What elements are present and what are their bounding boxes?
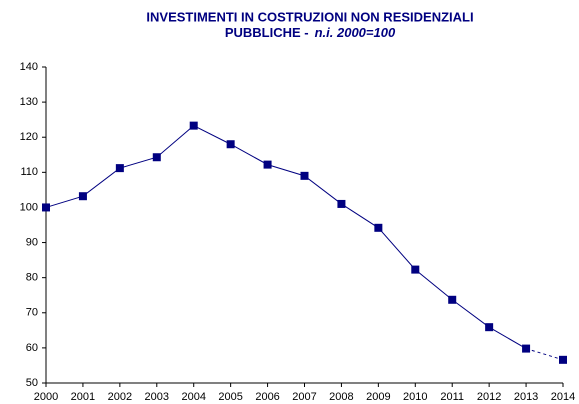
marker bbox=[189, 121, 198, 130]
marker bbox=[42, 203, 50, 212]
line bbox=[45, 125, 527, 350]
marker bbox=[115, 164, 124, 173]
x-tick-label: 2012 bbox=[477, 391, 501, 403]
x-tick-label: 2006 bbox=[255, 391, 279, 403]
marker bbox=[337, 199, 346, 208]
x-tick-label: 2000 bbox=[34, 391, 58, 403]
line-dashed bbox=[525, 348, 564, 361]
marker bbox=[300, 171, 309, 180]
x-tick-label: 2004 bbox=[181, 391, 205, 403]
x-tick-label: 2010 bbox=[403, 391, 427, 403]
y-tick-label: 130 bbox=[20, 96, 38, 108]
y-tick-label: 120 bbox=[20, 131, 38, 143]
marker bbox=[411, 265, 420, 274]
chart-subtitle: n.i. 2000=100 bbox=[315, 25, 396, 40]
x-tick-label: 2011 bbox=[440, 391, 464, 403]
y-tick-label: 90 bbox=[26, 236, 38, 248]
y-tick-label: 100 bbox=[20, 201, 38, 213]
marker bbox=[226, 140, 235, 149]
chart-title: INVESTIMENTI IN COSTRUZIONI NON RESIDENZ… bbox=[146, 9, 473, 24]
x-tick-label: 2008 bbox=[329, 391, 353, 403]
x-tick-label: 2003 bbox=[145, 391, 169, 403]
marker bbox=[78, 192, 87, 201]
x-tick-label: 2013 bbox=[514, 391, 538, 403]
y-tick-label: 140 bbox=[20, 61, 38, 73]
marker bbox=[559, 355, 567, 364]
x-tick-label: 2002 bbox=[108, 391, 132, 403]
x-tick-label: 2014 bbox=[551, 391, 575, 403]
y-tick-label: 80 bbox=[26, 272, 38, 284]
marker bbox=[152, 153, 161, 162]
marker bbox=[374, 223, 383, 232]
y-tick-label: 50 bbox=[26, 377, 38, 389]
x-tick-label: 2007 bbox=[292, 391, 316, 403]
marker bbox=[522, 344, 531, 353]
y-tick-label: 70 bbox=[26, 307, 38, 319]
chart-title: PUBBLICHE - n.i. 2000=100 bbox=[225, 25, 396, 40]
chart-title: PUBBLICHE - bbox=[225, 25, 309, 40]
y-tick-label: 110 bbox=[20, 166, 38, 178]
marker bbox=[448, 295, 457, 304]
x-tick-label: 2005 bbox=[218, 391, 242, 403]
marker bbox=[263, 160, 272, 169]
marker bbox=[485, 323, 494, 332]
x-tick-label: 2009 bbox=[366, 391, 390, 403]
y-tick-label: 60 bbox=[26, 342, 38, 354]
x-tick-label: 2001 bbox=[71, 391, 95, 403]
